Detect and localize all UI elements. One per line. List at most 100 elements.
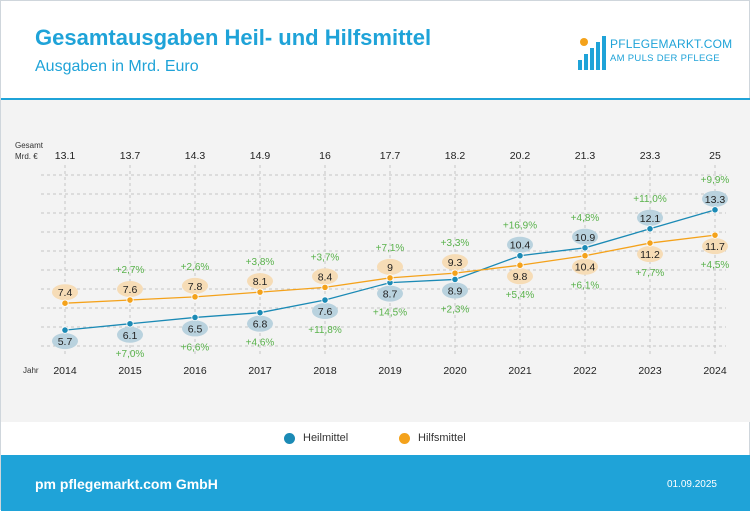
hilfsmittel-data-label: 9.3 <box>448 257 463 269</box>
heilmittel-label-bubble <box>247 315 273 332</box>
total-value-label: 13.1 <box>55 150 76 162</box>
hilfsmittel-label-bubble <box>507 268 533 285</box>
x-tick-label: 2015 <box>118 365 142 377</box>
chart-subtitle: Ausgaben in Mrd. Euro <box>35 58 199 75</box>
heilmittel-data-label: 6.1 <box>123 330 138 342</box>
x-tick-label: 2020 <box>443 365 467 377</box>
heilmittel-data-label: 5.7 <box>58 336 73 348</box>
hilfsmittel-label-bubble <box>182 277 208 294</box>
chart-title: Gesamtausgaben Heil- und Hilfsmittel <box>35 25 432 50</box>
heilmittel-label-bubble <box>702 190 728 207</box>
total-value-label: 23.3 <box>640 150 661 162</box>
hilfsmittel-data-label: 11.7 <box>705 241 725 253</box>
heilmittel-data-label: 12.1 <box>640 213 661 225</box>
hilfsmittel-data-point <box>646 239 654 247</box>
legend-item-heilmittel: Heilmittel <box>284 432 348 444</box>
heilmittel-label-bubble <box>377 285 403 302</box>
heilmittel-change-label: +4,8% <box>571 213 600 224</box>
hilfsmittel-data-point <box>61 299 69 307</box>
heilmittel-data-point <box>61 326 69 334</box>
heilmittel-data-point <box>321 296 329 304</box>
heilmittel-change-label: +11,0% <box>633 194 667 205</box>
hilfsmittel-change-label: +6,1% <box>571 281 600 292</box>
hilfsmittel-data-point <box>191 293 199 301</box>
plot-area <box>1 100 750 422</box>
heilmittel-data-point <box>711 206 719 214</box>
total-value-label: 25 <box>709 150 721 162</box>
x-tick-label: 2023 <box>638 365 662 377</box>
heilmittel-change-label: +14,5% <box>373 308 407 319</box>
x-tick-label: 2018 <box>313 365 337 377</box>
heilmittel-data-label: 6.5 <box>188 323 203 335</box>
heilmittel-data-label: 6.8 <box>253 319 268 331</box>
heilmittel-label-bubble <box>312 303 338 320</box>
heilmittel-label-bubble <box>507 236 533 253</box>
heilmittel-label-bubble <box>637 209 663 226</box>
heilmittel-label-bubble <box>572 228 598 245</box>
heilmittel-data-label: 10.9 <box>575 232 596 244</box>
company-name: pm pflegemarkt.com GmbH <box>35 476 218 492</box>
hilfsmittel-data-point <box>711 231 719 239</box>
hilfsmittel-change-label: +5,4% <box>506 290 535 301</box>
hilfsmittel-data-label: 11.2 <box>640 249 660 261</box>
legend-marker-heilmittel <box>284 432 295 444</box>
x-axis-title: Jahr <box>23 366 39 375</box>
total-unit-label: Mrd. € <box>15 152 38 161</box>
bar-chart-logo-icon <box>578 36 606 70</box>
heilmittel-change-label: +6,6% <box>181 342 210 353</box>
x-tick-label: 2021 <box>508 365 532 377</box>
hilfsmittel-data-point <box>451 269 459 277</box>
heilmittel-change-label: +4,6% <box>246 338 275 349</box>
heilmittel-change-label: +9,9% <box>701 175 730 186</box>
publish-date: 01.09.2025 <box>666 479 717 490</box>
line-chart: Gesamt Mrd. € Jahr 13.1 2014 13.7 2015 14.3 2016… <box>15 141 730 377</box>
hilfsmittel-label-bubble <box>637 246 663 263</box>
heilmittel-data-point <box>451 275 459 284</box>
hilfsmittel-data-label: 9.8 <box>513 271 528 283</box>
total-header-label: Gesamt <box>15 141 44 150</box>
hilfsmittel-change-label: +2,6% <box>181 262 210 273</box>
heilmittel-label-bubble <box>52 333 78 350</box>
hilfsmittel-label-bubble <box>377 258 403 275</box>
legend-label-hilfsmittel: Hilfsmittel <box>418 432 466 444</box>
heilmittel-change-label: +11,8% <box>308 325 342 336</box>
hilfsmittel-change-label: +3,3% <box>441 238 470 249</box>
header-divider <box>1 98 750 100</box>
heilmittel-data-point <box>516 252 524 260</box>
hilfsmittel-change-label: +2,7% <box>116 265 145 276</box>
hilfsmittel-data-point <box>321 283 329 291</box>
chart-legend: Heilmittel Hilfsmittel <box>1 429 750 451</box>
legend-label-heilmittel: Heilmittel <box>303 432 349 444</box>
hilfsmittel-data-label: 7.4 <box>58 287 73 299</box>
heilmittel-change-label: +16,9% <box>503 221 537 232</box>
hilfsmittel-data-label: 8.4 <box>318 271 333 283</box>
hilfsmittel-data-label: 7.6 <box>123 284 138 296</box>
heilmittel-data-point <box>646 225 654 233</box>
hilfsmittel-data-point <box>581 252 589 260</box>
x-tick-label: 2017 <box>248 365 272 377</box>
hilfsmittel-label-bubble <box>572 258 598 275</box>
heilmittel-change-label: +2,3% <box>441 304 470 315</box>
hilfsmittel-label-bubble <box>312 268 338 285</box>
heilmittel-label-bubble <box>117 326 143 343</box>
hilfsmittel-label-bubble <box>52 284 78 301</box>
heilmittel-data-label: 8.7 <box>383 289 398 301</box>
logo-tagline: AM PULS DER PFLEGE <box>610 53 720 64</box>
total-value-label: 16 <box>319 150 331 162</box>
hilfsmittel-label-bubble <box>702 238 728 255</box>
total-value-label: 17.7 <box>380 150 401 162</box>
heilmittel-data-label: 13.3 <box>705 194 726 206</box>
pflegemarkt-logo: PFLEGEMARKT.COM AM PULS DER PFLEGE <box>576 34 732 74</box>
total-value-label: 18.2 <box>445 150 466 162</box>
hilfsmittel-label-bubble <box>247 273 273 290</box>
heilmittel-data-point <box>256 309 264 317</box>
hilfsmittel-data-point <box>126 296 134 304</box>
x-tick-label: 2024 <box>703 365 727 377</box>
x-tick-label: 2019 <box>378 365 402 377</box>
footer-bar: pm pflegemarkt.com GmbH 01.09.2025 <box>1 455 750 511</box>
total-value-label: 14.9 <box>250 150 271 162</box>
x-tick-label: 2022 <box>573 365 597 377</box>
legend-item-hilfsmittel: Hilfsmittel <box>399 432 466 444</box>
hilfsmittel-data-point <box>256 288 264 296</box>
